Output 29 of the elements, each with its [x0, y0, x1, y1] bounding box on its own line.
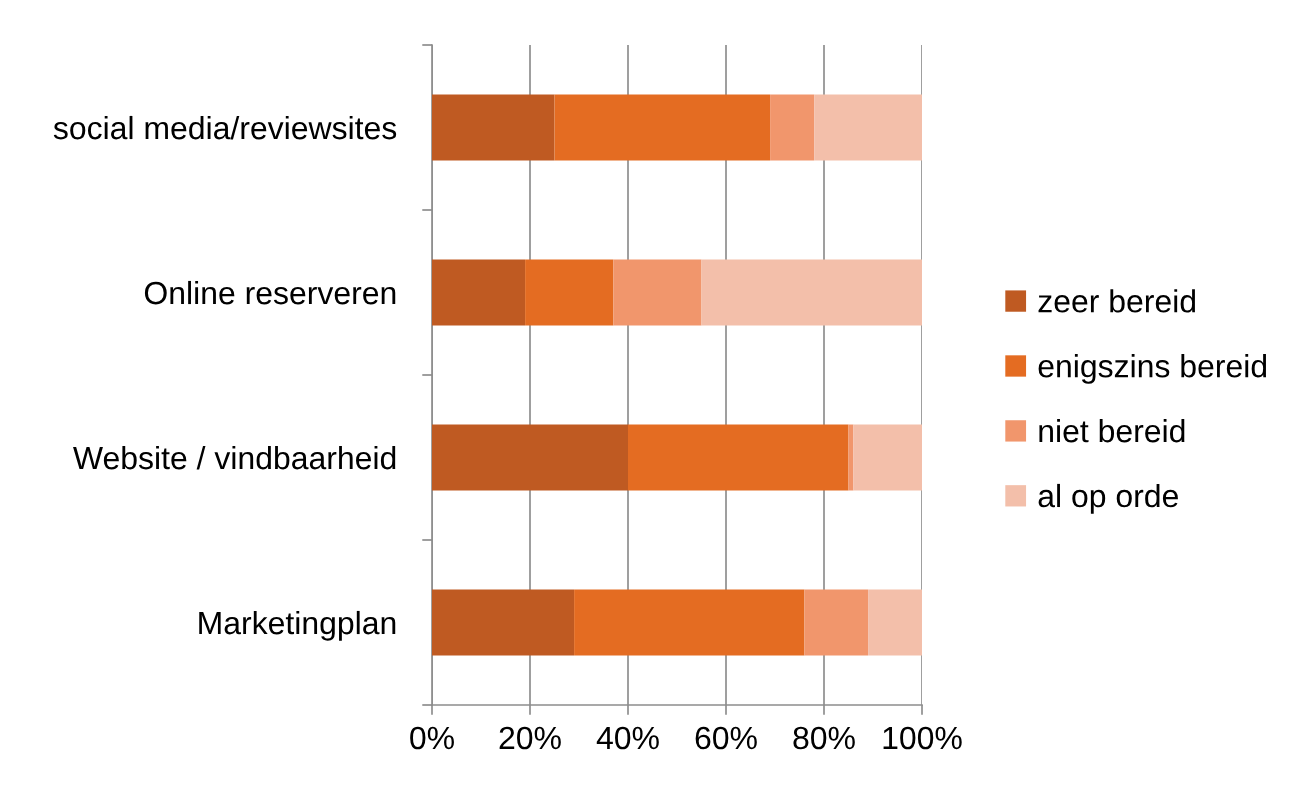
y-tick-label: Online reserveren [144, 280, 396, 305]
x-tick-label: 20% [499, 726, 561, 750]
bar [804, 589, 869, 656]
bar [868, 589, 922, 656]
bar [432, 424, 628, 491]
bar [628, 424, 849, 491]
y-tick-label: social media/reviewsites [53, 115, 397, 140]
bar [525, 259, 614, 326]
bar [432, 259, 526, 326]
x-tick-label: 100% [883, 726, 962, 750]
bar [554, 94, 771, 161]
bar [432, 589, 575, 656]
y-tick-label: Website / vindbaarheid [73, 445, 396, 470]
bar [853, 424, 922, 491]
bar [770, 94, 815, 161]
x-tick-label: 0% [410, 726, 454, 750]
x-tick-label: 80% [793, 726, 855, 750]
bar [574, 589, 805, 656]
x-tick-label: 60% [695, 726, 757, 750]
legend-label: al op orde [1038, 483, 1178, 514]
bar [432, 94, 555, 161]
bar [814, 94, 922, 161]
bar [701, 259, 922, 326]
legend-label: enigszins bereid [1038, 354, 1267, 384]
legend-label: zeer bereid [1038, 289, 1195, 313]
y-tick-label: Marketingplan [199, 610, 396, 641]
x-tick-label: 40% [596, 726, 659, 750]
legend-label: niet bereid [1039, 418, 1185, 443]
bar [613, 259, 702, 326]
